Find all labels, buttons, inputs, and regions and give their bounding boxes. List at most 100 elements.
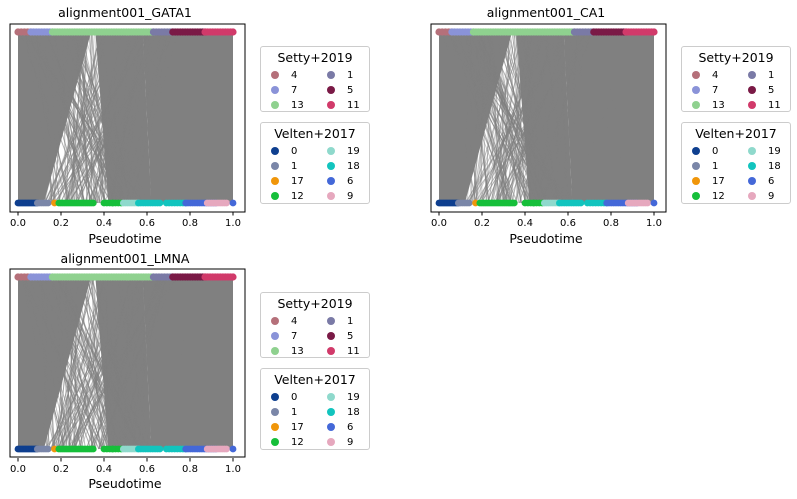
connector-line [24,276,71,450]
legend-marker [327,347,335,355]
legend-label: 13 [291,100,304,111]
connector-line [594,31,641,204]
connector-line [479,31,542,204]
query-point [223,199,230,207]
legend-marker [748,177,756,185]
alignment-connectors [18,276,233,450]
connector-line [465,31,555,204]
connector-line [71,31,78,204]
legend-title: Setty+2019 [277,50,353,65]
connector-line [70,276,106,450]
legend-label: 1 [712,161,719,172]
connector-line [515,31,568,204]
connector-line [123,276,130,450]
connector-line [112,276,122,450]
connector-line [28,276,62,450]
connector-line [159,31,174,204]
plot-area [14,28,237,207]
legend-marker [271,332,279,340]
legend-marker [271,317,279,325]
connector-line [125,31,173,204]
connector-line [71,276,164,450]
connector-line [81,276,120,450]
legend-marker [271,347,279,355]
legend-marker [271,162,279,170]
x-tick-label: 0.6 [139,464,155,475]
connector-line [537,31,585,204]
x-tick-label: 0.4 [96,218,112,229]
connector-line [492,31,565,204]
connector-line [56,276,64,450]
query-point [44,199,52,207]
legend-label: 6 [347,422,354,433]
connector-line [446,31,569,204]
connector-line [479,31,486,204]
connector-line [515,31,537,204]
connector-line [52,31,85,204]
connector-line [183,276,189,450]
connector-line [462,31,562,204]
connector-line [136,276,212,450]
x-tick-label: 0.6 [139,218,155,229]
query-point [229,445,237,453]
connector-line [25,276,67,450]
connector-line [50,31,150,204]
connector-line [130,276,142,450]
connector-line [190,31,212,204]
legend-label: 1 [347,70,354,81]
legend-marker [327,86,335,94]
connector-line [486,31,527,204]
query-point [510,199,518,207]
connector-line [20,31,98,204]
connector-line [74,276,77,450]
x-tick-label: 0.8 [603,218,619,229]
connector-line [21,276,65,450]
query-point [156,445,164,453]
connector-line [44,31,53,204]
legend-marker [327,438,335,446]
connector-line [456,31,516,204]
connector-line [546,31,572,204]
legend-marker [748,101,756,109]
legend-label: 7 [291,85,298,96]
legend-marker [327,408,335,416]
legend-marker [748,192,756,200]
legend-label: 4 [291,316,298,327]
legend-marker [692,147,700,155]
connector-line [159,276,169,450]
connector-line [474,31,521,204]
connector-line [539,31,560,204]
x-tick-label: 1.0 [225,218,241,229]
query-point [644,199,651,207]
query-point [223,445,230,453]
connector-line [204,31,217,204]
legend-label: 7 [291,331,298,342]
x-axis-ticks: 0.0 0.2 0.4 0.6 0.8 1.0 [431,212,662,229]
connector-line [112,276,121,450]
axes-frame [430,23,667,213]
connector-line [94,276,149,450]
connector-line [568,31,600,204]
legend-marker [271,177,279,185]
connector-line [50,276,106,450]
legend-label: 17 [291,422,304,433]
connector-line [28,31,71,204]
legend-label: 6 [347,176,354,187]
connector-line [485,31,563,204]
connector-line [569,31,611,204]
connector-line [50,31,70,204]
legend-marker [271,101,279,109]
connector-line [22,276,103,450]
x-axis-ticks: 0.0 0.2 0.4 0.6 0.8 1.0 [10,458,241,475]
connector-line [64,31,135,204]
connector-line [579,31,596,204]
connector-line [63,31,167,204]
legend-marker [692,192,700,200]
legend-marker [271,393,279,401]
connector-line [162,276,177,450]
panel-gata1: alignment001_GATA1 0.0 0.2 0.4 0.6 0.8 1.0 Ps… [9,5,246,246]
connector-line [166,31,194,204]
legend-label: 17 [712,176,725,187]
connector-line [91,276,139,450]
connector-line [155,31,184,204]
